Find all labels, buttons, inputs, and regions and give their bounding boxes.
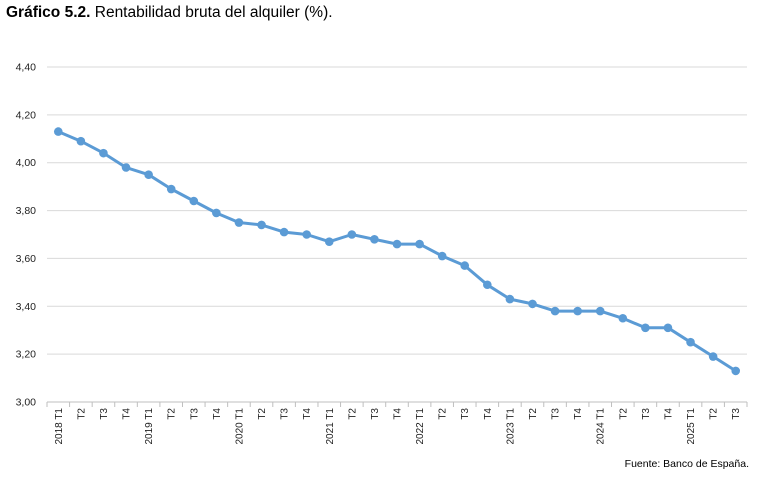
data-point <box>144 170 153 179</box>
x-tick-label: 2020 T1 <box>234 408 245 445</box>
y-tick-label: 3,20 <box>16 349 37 361</box>
data-point <box>302 230 311 239</box>
data-point <box>257 220 266 230</box>
data-point <box>731 366 741 376</box>
x-tick-label: T2 <box>438 408 449 420</box>
data-point <box>663 323 673 333</box>
data-point <box>370 234 379 244</box>
x-tick-label: T4 <box>122 408 133 420</box>
data-point <box>166 184 176 194</box>
x-tick-label: 2025 T1 <box>686 408 697 445</box>
data-point <box>121 163 131 172</box>
data-point <box>99 148 108 158</box>
x-tick-label: 2019 T1 <box>144 408 155 445</box>
data-point <box>595 306 605 316</box>
data-point <box>53 127 63 136</box>
chart-title-text: Rentabilidad bruta del alquiler (%). <box>94 4 333 21</box>
x-tick-label: 2021 T1 <box>325 408 336 445</box>
data-point <box>415 239 424 249</box>
x-tick-label: T4 <box>663 408 674 420</box>
data-point <box>212 208 221 218</box>
source-note: Fuente: Banco de España. <box>624 458 749 470</box>
x-tick-label: T3 <box>460 408 471 420</box>
x-tick-label: T3 <box>551 408 562 420</box>
data-point <box>76 136 86 146</box>
data-point <box>550 306 560 316</box>
data-point <box>483 280 492 290</box>
chart-title: Gráfico 5.2. Rentabilidad bruta del alqu… <box>6 4 333 22</box>
series-line <box>56 130 738 373</box>
x-tick-label: T2 <box>76 408 87 420</box>
data-point <box>437 251 447 261</box>
x-tick-label: T2 <box>709 408 720 420</box>
x-tick-label: 2023 T1 <box>505 408 516 445</box>
data-point <box>324 237 334 246</box>
data-point <box>189 196 199 206</box>
x-tick-label: T3 <box>370 408 381 420</box>
data-point <box>505 294 515 304</box>
x-tick-label: 2022 T1 <box>415 408 426 445</box>
data-point <box>279 227 289 237</box>
chart-title-lead: Gráfico 5.2. <box>6 4 91 21</box>
x-tick-label: T2 <box>257 408 268 420</box>
x-tick-label: T4 <box>302 408 313 420</box>
data-point <box>573 306 582 316</box>
y-tick-label: 4,40 <box>16 62 37 74</box>
y-tick-label: 4,00 <box>16 157 37 169</box>
x-tick-label: T4 <box>573 408 584 420</box>
data-point <box>234 218 244 227</box>
y-tick-label: 3,40 <box>16 301 37 313</box>
x-tick-label: T2 <box>528 408 539 420</box>
x-tick-label: 2024 T1 <box>596 408 607 445</box>
x-tick-label: T4 <box>393 408 404 420</box>
x-tick-label: T3 <box>189 408 200 420</box>
x-tick-label: T4 <box>212 408 223 420</box>
data-point <box>618 313 628 323</box>
x-tick-label: T2 <box>618 408 629 420</box>
x-tick-label: T2 <box>167 408 178 420</box>
data-point <box>528 299 537 309</box>
data-point <box>460 261 470 270</box>
x-tick-label: T3 <box>731 408 742 420</box>
data-point <box>347 230 357 239</box>
data-point <box>686 337 695 347</box>
y-tick-label: 3,00 <box>16 397 37 409</box>
y-tick-label: 3,60 <box>16 253 37 265</box>
x-tick-label: T2 <box>347 408 358 420</box>
x-tick-label: T3 <box>641 408 652 420</box>
data-point <box>641 323 650 333</box>
x-tick-label: T3 <box>99 408 110 420</box>
y-tick-label: 4,20 <box>16 109 37 121</box>
x-tick-label: T4 <box>483 408 494 420</box>
data-point <box>392 239 402 249</box>
x-tick-label: T3 <box>280 408 291 420</box>
y-tick-label: 3,80 <box>16 205 37 217</box>
x-tick-label: 2018 T1 <box>54 408 65 445</box>
data-point <box>708 352 718 361</box>
